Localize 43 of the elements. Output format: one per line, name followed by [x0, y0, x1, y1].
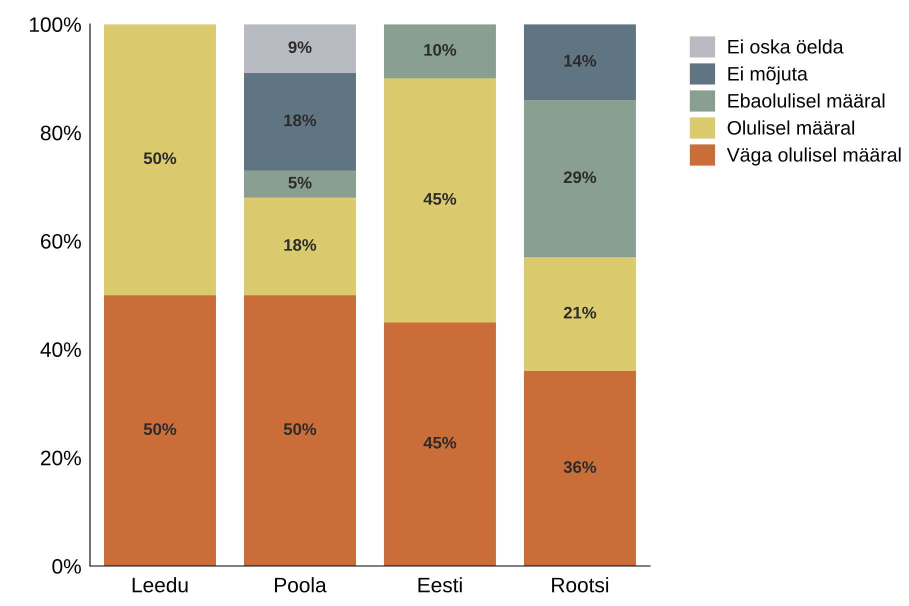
bar	[524, 100, 636, 258]
bar	[104, 295, 216, 566]
bar	[524, 370, 636, 566]
data-label: 14%	[564, 54, 596, 67]
legend-label: Ebaolulisel määral	[728, 93, 884, 108]
bar	[244, 170, 356, 198]
y-tick-label: 60%	[41, 234, 81, 249]
data-label: 50%	[144, 423, 176, 436]
data-label: 45%	[424, 193, 456, 205]
data-label: 45%	[424, 436, 456, 449]
x-tick-label: Eesti	[418, 577, 462, 592]
legend-label: Ei mõjuta	[728, 66, 808, 84]
x-tick-label: Rootsi	[552, 577, 608, 592]
x-tick-label: Poola	[275, 577, 327, 592]
y-tick-label: 0%	[52, 559, 81, 574]
bar	[244, 295, 356, 566]
data-label: 18%	[284, 239, 316, 251]
data-label: 29%	[564, 171, 596, 184]
y-tick-label: 40%	[40, 342, 81, 358]
bar	[244, 198, 356, 296]
bar	[384, 78, 496, 322]
y-tick-label: 100%	[30, 17, 81, 32]
legend-label: Ei oska öelda	[728, 39, 844, 54]
data-label: 18%	[284, 114, 316, 126]
y-tick-label: 80%	[40, 126, 81, 140]
data-label: 50%	[144, 152, 176, 164]
bar	[244, 24, 356, 73]
legend-label: Olulisel määral	[728, 120, 854, 135]
data-label: 50%	[284, 423, 316, 436]
bar	[104, 24, 216, 296]
data-label: 10%	[424, 44, 456, 56]
data-label: 21%	[564, 306, 596, 319]
y-tick-label: 20%	[41, 450, 81, 466]
x-tick-label: Leedu	[132, 577, 188, 592]
legend-label: Väga olulisel määral	[726, 147, 901, 166]
bar	[244, 73, 356, 171]
bar	[524, 257, 636, 371]
bar	[524, 24, 636, 100]
data-label: 5%	[288, 176, 312, 189]
data-label: 9%	[288, 41, 312, 54]
data-label: 36%	[564, 461, 596, 473]
bar	[384, 322, 496, 566]
bar	[384, 24, 496, 78]
